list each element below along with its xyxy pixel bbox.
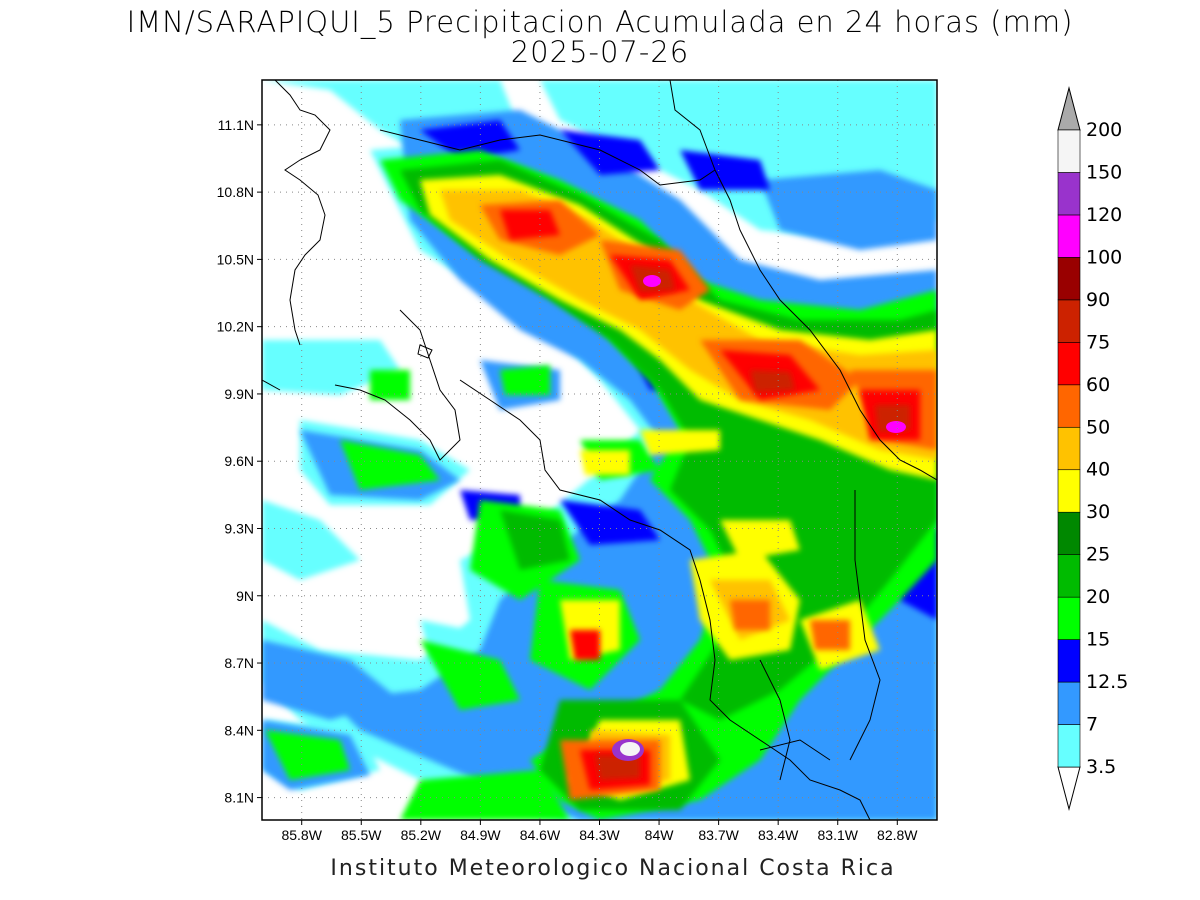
colorbar-level-label: 120 xyxy=(1086,204,1122,226)
colorbar-level-label: 100 xyxy=(1086,246,1122,268)
colorbar-swatch xyxy=(1057,724,1081,768)
footer-credit: Instituto Meteorologico Nacional Costa R… xyxy=(330,856,896,881)
lat-tick-label: 10.2N xyxy=(217,319,254,335)
colorbar-swatch xyxy=(1057,214,1081,258)
colorbar-level-label: 200 xyxy=(1086,119,1122,141)
lat-tick-label: 8.1N xyxy=(224,790,254,806)
colorbar-swatch xyxy=(1057,596,1081,640)
lat-tick-label: 8.4N xyxy=(224,722,254,738)
lon-tick-label: 84.3W xyxy=(579,827,620,843)
lon-tick-label: 85.2W xyxy=(401,827,442,843)
lon-tick-label: 82.8W xyxy=(877,827,918,843)
colorbar-level-label: 15 xyxy=(1086,629,1110,651)
colorbar-level-label: 75 xyxy=(1086,331,1110,353)
colorbar-swatch xyxy=(1057,172,1081,216)
colorbar-level-label: 40 xyxy=(1086,459,1110,481)
colorbar-level-label: 25 xyxy=(1086,544,1110,566)
lon-tick-label: 83.1W xyxy=(818,827,859,843)
coastline xyxy=(262,80,937,820)
colorbar-level-label: 20 xyxy=(1086,586,1110,608)
lon-tick-label: 83.4W xyxy=(758,827,799,843)
colorbar-upper-arrow xyxy=(1057,86,1081,131)
lon-tick-label: 85.5W xyxy=(341,827,382,843)
lat-tick-label: 10.8N xyxy=(217,184,254,200)
colorbar-swatch xyxy=(1057,342,1081,386)
lon-tick-label: 85.8W xyxy=(281,827,322,843)
lon-tick-label: 83.7W xyxy=(698,827,739,843)
colorbar-level-label: 12.5 xyxy=(1086,671,1128,693)
colorbar-swatch xyxy=(1057,469,1081,513)
colorbar-level-label: 7 xyxy=(1086,714,1098,736)
colorbar-swatch xyxy=(1057,426,1081,471)
colorbar-lower-arrow xyxy=(1057,766,1081,811)
colorbar-level-label: 90 xyxy=(1086,289,1110,311)
colorbar-swatch xyxy=(1057,129,1081,173)
colorbar: 3.5 7 12.5 15 20 25 30 40 50 60 75 90 100 120 150 200 xyxy=(1057,86,1128,811)
lon-tick-label: 84W xyxy=(645,827,675,843)
lat-tick-label: 11.1N xyxy=(218,117,254,133)
lat-tick-label: 9.3N xyxy=(224,520,254,536)
colorbar-swatch xyxy=(1057,681,1081,725)
colorbar-swatch xyxy=(1057,554,1081,598)
map-date: 2025-07-26 xyxy=(510,35,690,69)
colorbar-level-label: 3.5 xyxy=(1086,756,1116,778)
lat-tick-label: 10.5N xyxy=(217,251,254,267)
lat-tick-label: 9.6N xyxy=(224,453,254,469)
colorbar-swatch xyxy=(1057,257,1081,301)
latitude-axis: 11.1N 10.8N 10.5N 10.2N 9.9N 9.6N 9.3N 9N 8.7N 8.… xyxy=(217,117,262,806)
colorbar-swatch xyxy=(1057,511,1081,555)
lat-tick-label: 9.9N xyxy=(224,386,254,402)
colorbar-level-label: 150 xyxy=(1086,161,1122,183)
colorbar-level-label: 60 xyxy=(1086,374,1110,396)
lon-tick-label: 84.6W xyxy=(520,827,561,843)
lat-tick-label: 9N xyxy=(236,588,254,604)
map-title: IMN/SARAPIQUI_5 Precipitacion Acumulada … xyxy=(126,5,1074,39)
colorbar-level-label: 30 xyxy=(1086,501,1110,523)
lat-tick-label: 8.7N xyxy=(224,655,254,671)
lon-tick-label: 84.9W xyxy=(460,827,501,843)
colorbar-swatch xyxy=(1057,639,1081,683)
colorbar-swatch xyxy=(1057,384,1081,428)
colorbar-swatch xyxy=(1057,299,1081,343)
longitude-axis: 85.8W 85.5W 85.2W 84.9W 84.6W 84.3W 84W 83.7W 83… xyxy=(281,820,918,843)
colorbar-level-label: 50 xyxy=(1086,416,1110,438)
